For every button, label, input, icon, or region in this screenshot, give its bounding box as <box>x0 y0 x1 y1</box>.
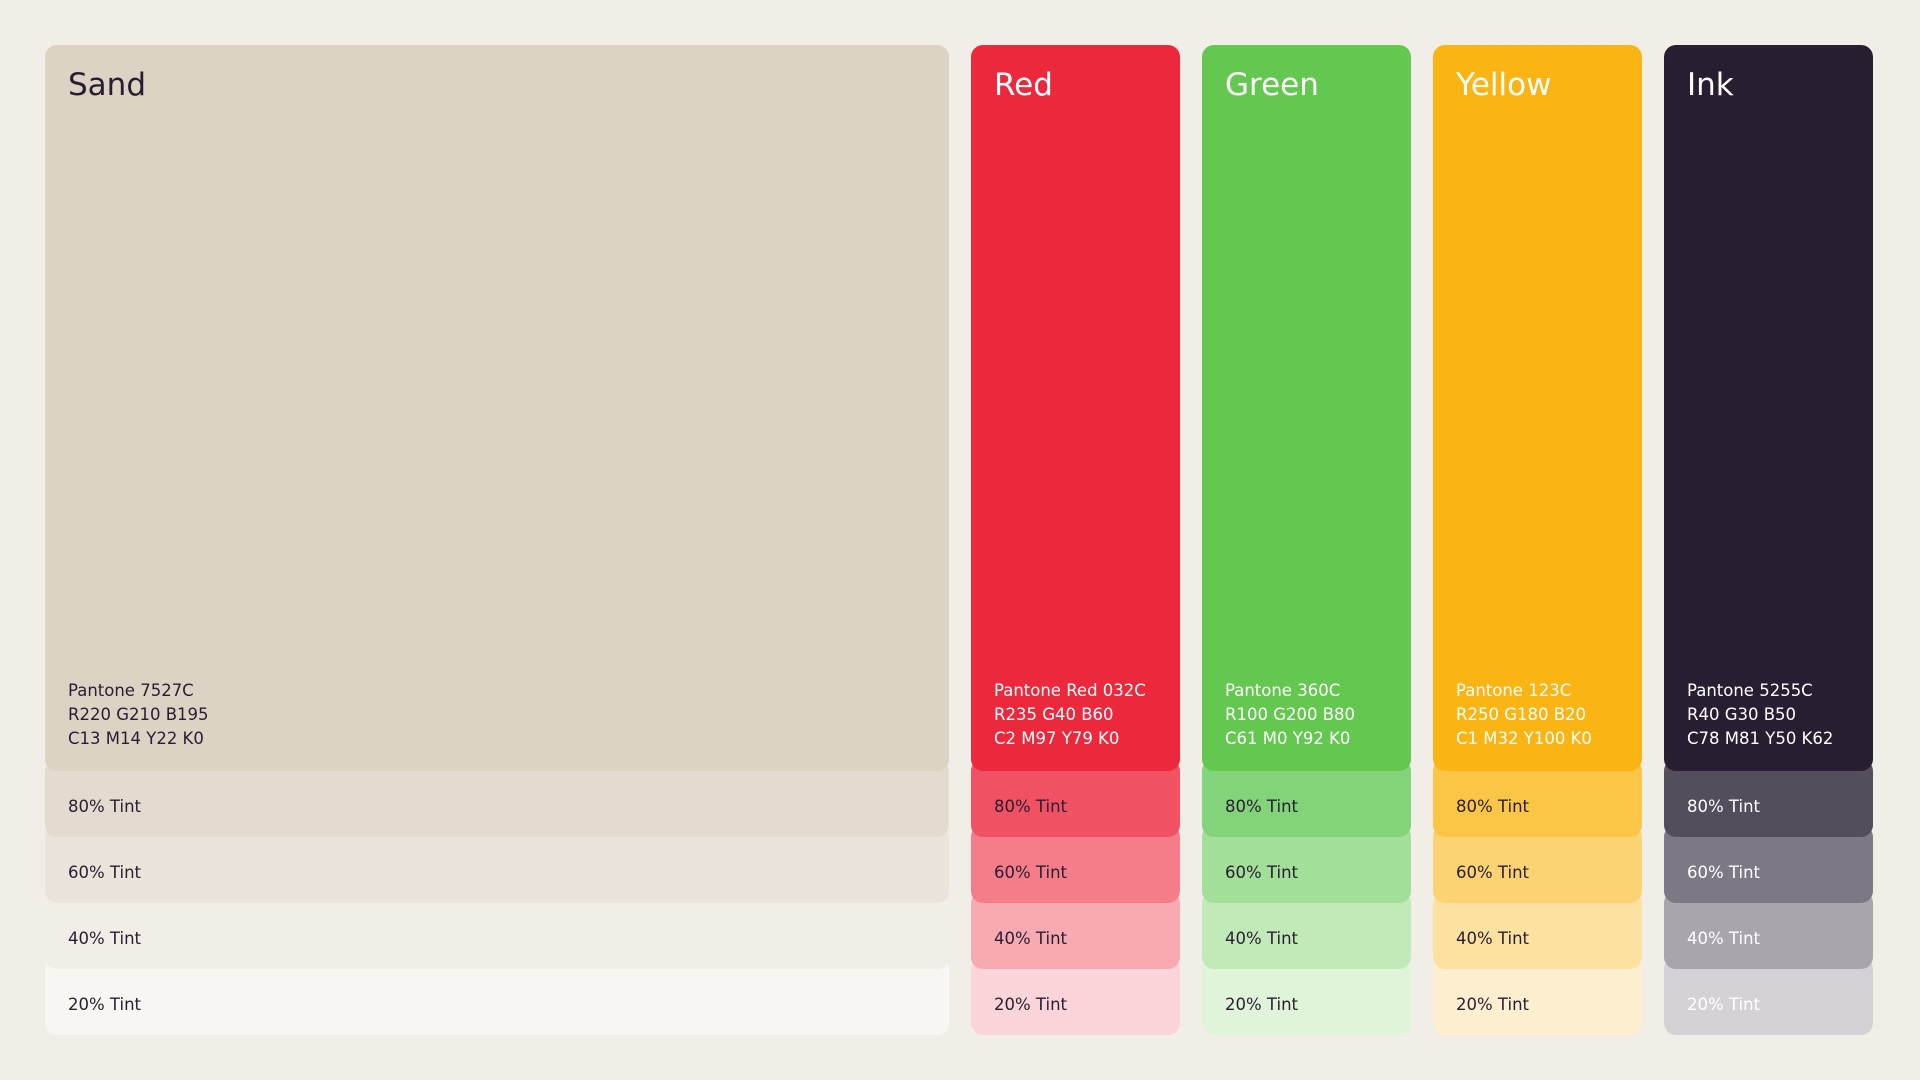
tint-label: 60% Tint <box>1687 863 1761 882</box>
tint-swatch: 20% Tint <box>1202 957 1411 1035</box>
tint-swatch: 80% Tint <box>971 759 1180 837</box>
tint-swatch: 60% Tint <box>1433 825 1642 903</box>
swatch-card: Yellow Pantone 123C R250 G180 B20 C1 M32 Y1… <box>1433 45 1642 1035</box>
cmyk: C2 M97 Y79 K0 <box>994 729 1120 748</box>
main-swatch: Ink Pantone 5255C R40 G30 B50 C78 M81 Y50 K… <box>1664 45 1873 771</box>
swatch-card: Red Pantone Red 032C R235 G40 B60 C2 M97 Y7… <box>971 45 1180 1035</box>
tint-swatch: 60% Tint <box>45 825 949 903</box>
color-codes: Pantone 360C R100 G200 B80 C61 M0 Y92 K0 <box>1225 679 1355 751</box>
tint-label: 60% Tint <box>1456 863 1530 882</box>
tint-swatch: 20% Tint <box>971 957 1180 1035</box>
pantone: Pantone 7527C <box>68 681 194 700</box>
swatch-name: Sand <box>68 67 146 103</box>
swatch-card: Ink Pantone 5255C R40 G30 B50 C78 M81 Y50 K… <box>1664 45 1873 1035</box>
tint-label: 40% Tint <box>1225 929 1299 948</box>
main-swatch: Sand Pantone 7527C R220 G210 B195 C13 M14 Y… <box>45 45 949 771</box>
tint-label: 20% Tint <box>1456 995 1530 1014</box>
swatch-name: Green <box>1225 67 1319 103</box>
rgb: R235 G40 B60 <box>994 705 1114 724</box>
tint-swatch: 60% Tint <box>1202 825 1411 903</box>
swatch-card: Green Pantone 360C R100 G200 B80 C61 M0 Y92… <box>1202 45 1411 1035</box>
tint-swatch: 20% Tint <box>45 957 949 1035</box>
tint-label: 60% Tint <box>1225 863 1299 882</box>
pantone: Pantone 5255C <box>1687 681 1813 700</box>
rgb: R100 G200 B80 <box>1225 705 1356 724</box>
tint-label: 80% Tint <box>1456 797 1530 816</box>
pantone: Pantone 123C <box>1456 681 1572 700</box>
tint-swatch: 20% Tint <box>1433 957 1642 1035</box>
cmyk: C1 M32 Y100 K0 <box>1456 729 1592 748</box>
tint-swatch: 20% Tint <box>1664 957 1873 1035</box>
tint-swatch: 40% Tint <box>971 891 1180 969</box>
pantone: Pantone 360C <box>1225 681 1341 700</box>
tint-label: 40% Tint <box>994 929 1068 948</box>
tint-label: 20% Tint <box>994 995 1068 1014</box>
color-codes: Pantone 5255C R40 G30 B50 C78 M81 Y50 K62 <box>1687 679 1833 751</box>
pantone: Pantone Red 032C <box>994 681 1146 700</box>
tint-swatch: 60% Tint <box>1664 825 1873 903</box>
tint-swatch: 80% Tint <box>1202 759 1411 837</box>
tint-label: 40% Tint <box>1456 929 1530 948</box>
rgb: R40 G30 B50 <box>1687 705 1797 724</box>
tint-swatch: 80% Tint <box>45 759 949 837</box>
tint-swatch: 40% Tint <box>1664 891 1873 969</box>
swatch-name: Red <box>994 67 1053 103</box>
tint-label: 20% Tint <box>1225 995 1299 1014</box>
tint-swatch: 40% Tint <box>1202 891 1411 969</box>
tint-label: 20% Tint <box>1687 995 1761 1014</box>
color-codes: Pantone Red 032C R235 G40 B60 C2 M97 Y79 K… <box>994 679 1146 751</box>
cmyk: C78 M81 Y50 K62 <box>1687 729 1834 748</box>
tint-label: 60% Tint <box>68 863 142 882</box>
tint-swatch: 40% Tint <box>45 891 949 969</box>
tint-label: 60% Tint <box>994 863 1068 882</box>
tint-swatch: 40% Tint <box>1433 891 1642 969</box>
cmyk: C13 M14 Y22 K0 <box>68 729 204 748</box>
tint-label: 40% Tint <box>68 929 142 948</box>
tint-label: 80% Tint <box>1225 797 1299 816</box>
swatch-name: Yellow <box>1456 67 1552 103</box>
color-codes: Pantone 123C R250 G180 B20 C1 M32 Y100 K0 <box>1456 679 1592 751</box>
rgb: R250 G180 B20 <box>1456 705 1587 724</box>
main-swatch: Red Pantone Red 032C R235 G40 B60 C2 M97 Y7… <box>971 45 1180 771</box>
tint-label: 80% Tint <box>994 797 1068 816</box>
rgb: R220 G210 B195 <box>68 705 209 724</box>
swatch-card: Sand Pantone 7527C R220 G210 B195 C13 M14 Y… <box>45 45 949 1035</box>
tint-swatch: 80% Tint <box>1664 759 1873 837</box>
tint-label: 40% Tint <box>1687 929 1761 948</box>
tint-swatch: 80% Tint <box>1433 759 1642 837</box>
tint-label: 80% Tint <box>68 797 142 816</box>
swatch-name: Ink <box>1687 67 1734 103</box>
cmyk: C61 M0 Y92 K0 <box>1225 729 1351 748</box>
tint-swatch: 60% Tint <box>971 825 1180 903</box>
tint-label: 20% Tint <box>68 995 142 1014</box>
main-swatch: Green Pantone 360C R100 G200 B80 C61 M0 Y92… <box>1202 45 1411 771</box>
color-codes: Pantone 7527C R220 G210 B195 C13 M14 Y22 K… <box>68 679 209 751</box>
main-swatch: Yellow Pantone 123C R250 G180 B20 C1 M32 Y1… <box>1433 45 1642 771</box>
tint-label: 80% Tint <box>1687 797 1761 816</box>
